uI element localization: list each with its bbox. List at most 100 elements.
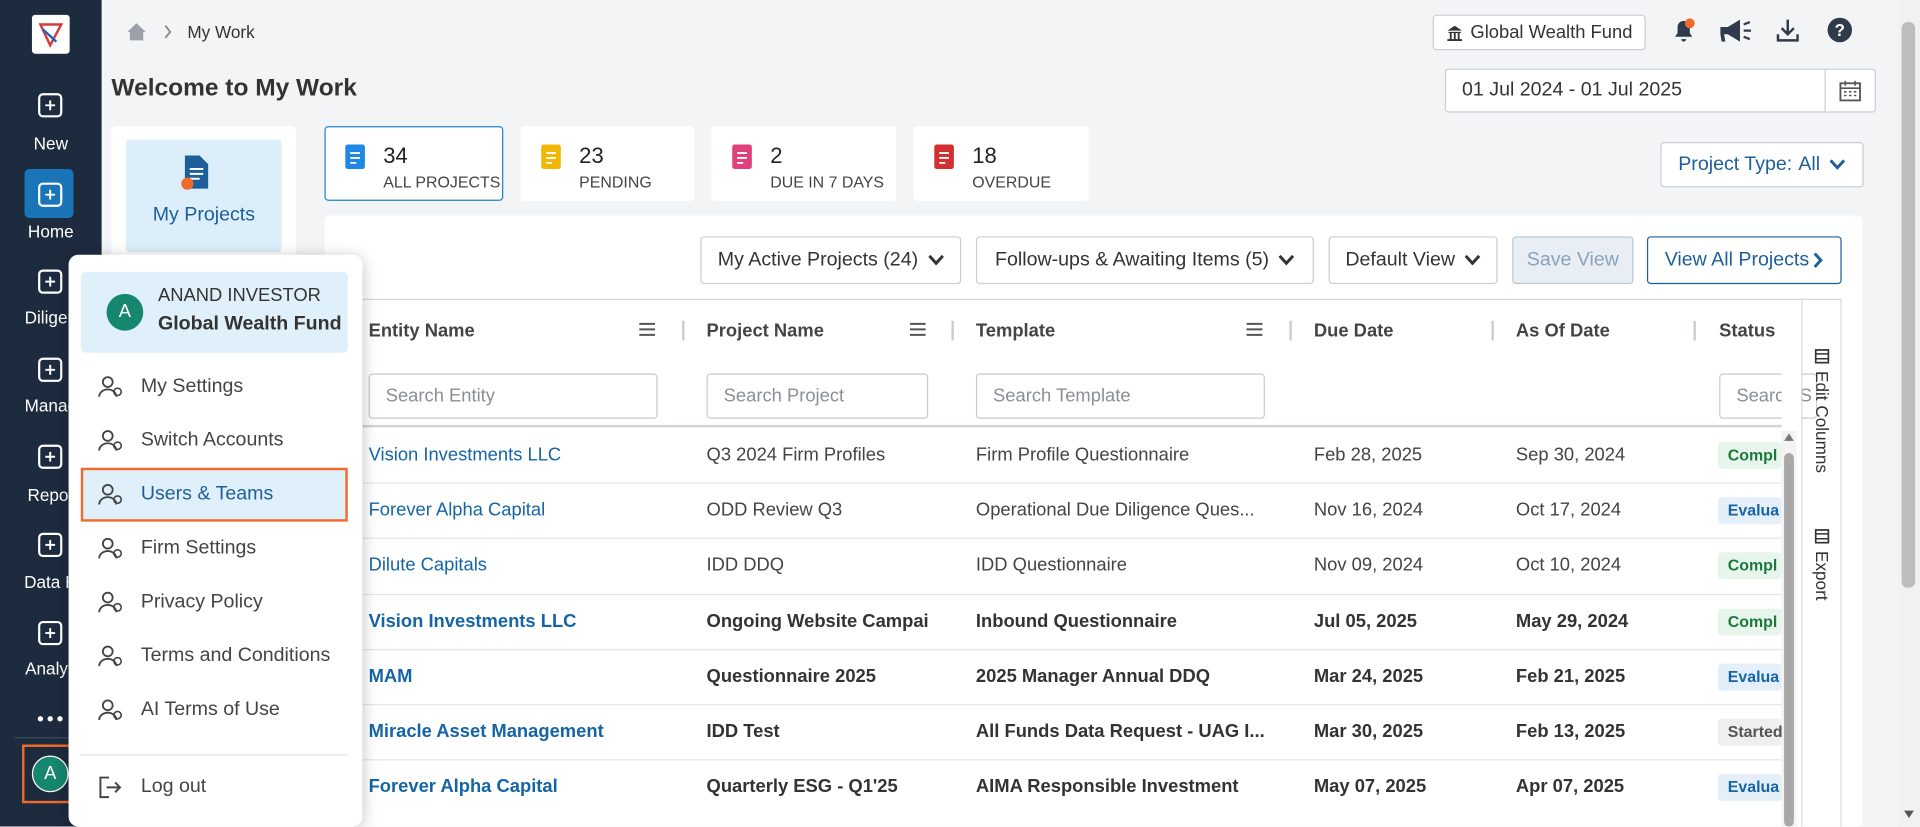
scroll-down[interactable] <box>1903 808 1915 820</box>
user-menu: A ANAND INVESTOR Global Wealth Fund <box>68 254 363 827</box>
help[interactable]: ? <box>1827 17 1853 43</box>
cell: Mar 24, 2025 <box>1313 665 1424 687</box>
date-range-picker[interactable]: 01 Jul 2024 - 01 Jul 2025 <box>1444 68 1876 113</box>
row-separator <box>356 759 1782 761</box>
button-label: My Active Projects (24) <box>717 249 919 271</box>
search-input[interactable]: Search Template <box>975 373 1265 419</box>
menu-icon <box>98 591 123 613</box>
logout-icon <box>99 776 122 799</box>
row-separator <box>356 648 1782 650</box>
account-button[interactable]: Global Wealth Fund <box>1432 14 1646 51</box>
cell: All Funds Data Request - UAG I... <box>975 721 1265 743</box>
logout[interactable]: Log out <box>140 776 207 798</box>
download[interactable] <box>1776 18 1800 42</box>
scroll-up[interactable] <box>1783 431 1795 443</box>
stat-card[interactable]: 18 OVERDUE <box>913 126 1089 201</box>
project-type-filter[interactable]: Project Type: All <box>1660 142 1864 188</box>
row-separator <box>356 704 1782 706</box>
cell: AIMA Responsible Investment <box>975 776 1239 798</box>
column-separator <box>1693 320 1696 341</box>
divider <box>1824 69 1826 112</box>
avatar[interactable]: A <box>31 755 69 793</box>
entity-link[interactable]: Forever Alpha Capital <box>368 776 558 798</box>
nav-label[interactable]: Diligen <box>24 307 78 327</box>
search-input[interactable]: Search Project <box>706 373 929 419</box>
chevron <box>928 254 944 266</box>
entity-link[interactable]: Dilute Capitals <box>368 555 488 576</box>
my-projects-card[interactable]: My Projects <box>126 139 282 253</box>
divider <box>14 737 89 739</box>
column-header[interactable]: Due Date <box>1313 320 1394 342</box>
stat-label: ALL PROJECTS <box>383 172 501 192</box>
nav-label[interactable]: New <box>33 133 68 154</box>
toolbar-button[interactable]: My Active Projects (24) <box>700 236 962 285</box>
page-scrollbar[interactable] <box>1897 0 1920 827</box>
toolbar-button[interactable]: Default View <box>1328 236 1498 285</box>
project-type-label: Project Type: <box>1678 153 1793 175</box>
cell: Sep 30, 2024 <box>1515 444 1626 466</box>
side-tool[interactable]: Export <box>1812 551 1832 601</box>
menu-item[interactable]: Privacy Policy <box>140 591 263 613</box>
menu-item[interactable]: Users & Teams <box>140 483 274 505</box>
notifications[interactable] <box>1670 17 1697 44</box>
entity-link[interactable]: Miracle Asset Management <box>368 721 604 743</box>
breadcrumb[interactable]: My Work <box>187 22 255 42</box>
status-badge: Compl <box>1717 608 1782 636</box>
status-badge: Evalua <box>1717 774 1782 802</box>
table-scrollbar[interactable] <box>1781 431 1797 827</box>
cell: Operational Due Diligence Ques... <box>975 499 1255 521</box>
column-header[interactable]: Template <box>975 320 1056 342</box>
nav-icon <box>38 269 63 294</box>
nav-icon <box>38 532 63 558</box>
nav-icon <box>38 93 63 118</box>
stat-value: 34 <box>383 143 408 168</box>
cell: Feb 13, 2025 <box>1515 721 1626 743</box>
user-org: Global Wealth Fund <box>157 313 342 335</box>
column-header[interactable]: Project Name <box>706 320 824 342</box>
cell: Questionnaire 2025 <box>706 665 877 687</box>
menu-item[interactable]: My Settings <box>140 375 244 397</box>
toolbar-button[interactable]: Save View <box>1512 236 1634 285</box>
entity-link[interactable]: MAM <box>368 665 413 687</box>
announcements[interactable] <box>1718 17 1752 44</box>
stat-card[interactable]: 34 ALL PROJECTS <box>324 126 504 201</box>
row-separator <box>356 593 1782 595</box>
chevron <box>1464 254 1481 266</box>
menu-item[interactable]: AI Terms of Use <box>140 699 280 721</box>
entity-link[interactable]: Vision Investments LLC <box>368 444 562 466</box>
home-icon[interactable] <box>126 22 147 42</box>
column-menu <box>909 322 926 336</box>
column-header[interactable]: Entity Name <box>368 320 475 342</box>
placeholder: Search Project <box>723 385 845 407</box>
menu-item[interactable]: Switch Accounts <box>140 429 284 451</box>
menu-item[interactable]: Terms and Conditions <box>140 645 331 667</box>
nav-label[interactable]: Home <box>27 221 74 242</box>
nav-label[interactable]: Analyz <box>25 658 77 679</box>
projects-icon <box>181 155 209 190</box>
nav-label[interactable]: Data H <box>24 571 78 592</box>
nav-label[interactable]: Manag <box>24 395 78 416</box>
menu-icon <box>98 483 123 505</box>
toolbar-button[interactable]: Follow-ups & Awaiting Items (5) <box>975 236 1314 285</box>
menu-icon <box>98 699 123 721</box>
column-header[interactable]: As Of Date <box>1515 320 1610 342</box>
tool-icon <box>1814 349 1830 364</box>
status-badge: Evalua <box>1717 497 1782 525</box>
column-header[interactable]: Status <box>1719 320 1776 342</box>
nav-label[interactable]: Repor <box>27 484 75 505</box>
entity-link[interactable]: Vision Investments LLC <box>368 610 577 632</box>
stat-icon <box>934 144 954 169</box>
status-text: Started <box>1727 722 1782 741</box>
stat-card[interactable]: 2 DUE IN 7 DAYS <box>711 126 897 201</box>
status-text: Evalua <box>1727 501 1780 520</box>
nav-icon <box>38 444 63 469</box>
side-tool[interactable]: Edit Columns <box>1812 371 1832 473</box>
page-scroll-thumb[interactable] <box>1901 22 1916 588</box>
search-input[interactable]: Search Entity <box>368 373 658 419</box>
toolbar-button[interactable]: View All Projects <box>1646 236 1842 285</box>
scroll-thumb[interactable] <box>1784 453 1794 827</box>
status-badge: Evalua <box>1717 663 1782 691</box>
entity-link[interactable]: Forever Alpha Capital <box>368 499 546 521</box>
stat-card[interactable]: 23 PENDING <box>520 126 695 201</box>
menu-item[interactable]: Firm Settings <box>140 537 257 559</box>
